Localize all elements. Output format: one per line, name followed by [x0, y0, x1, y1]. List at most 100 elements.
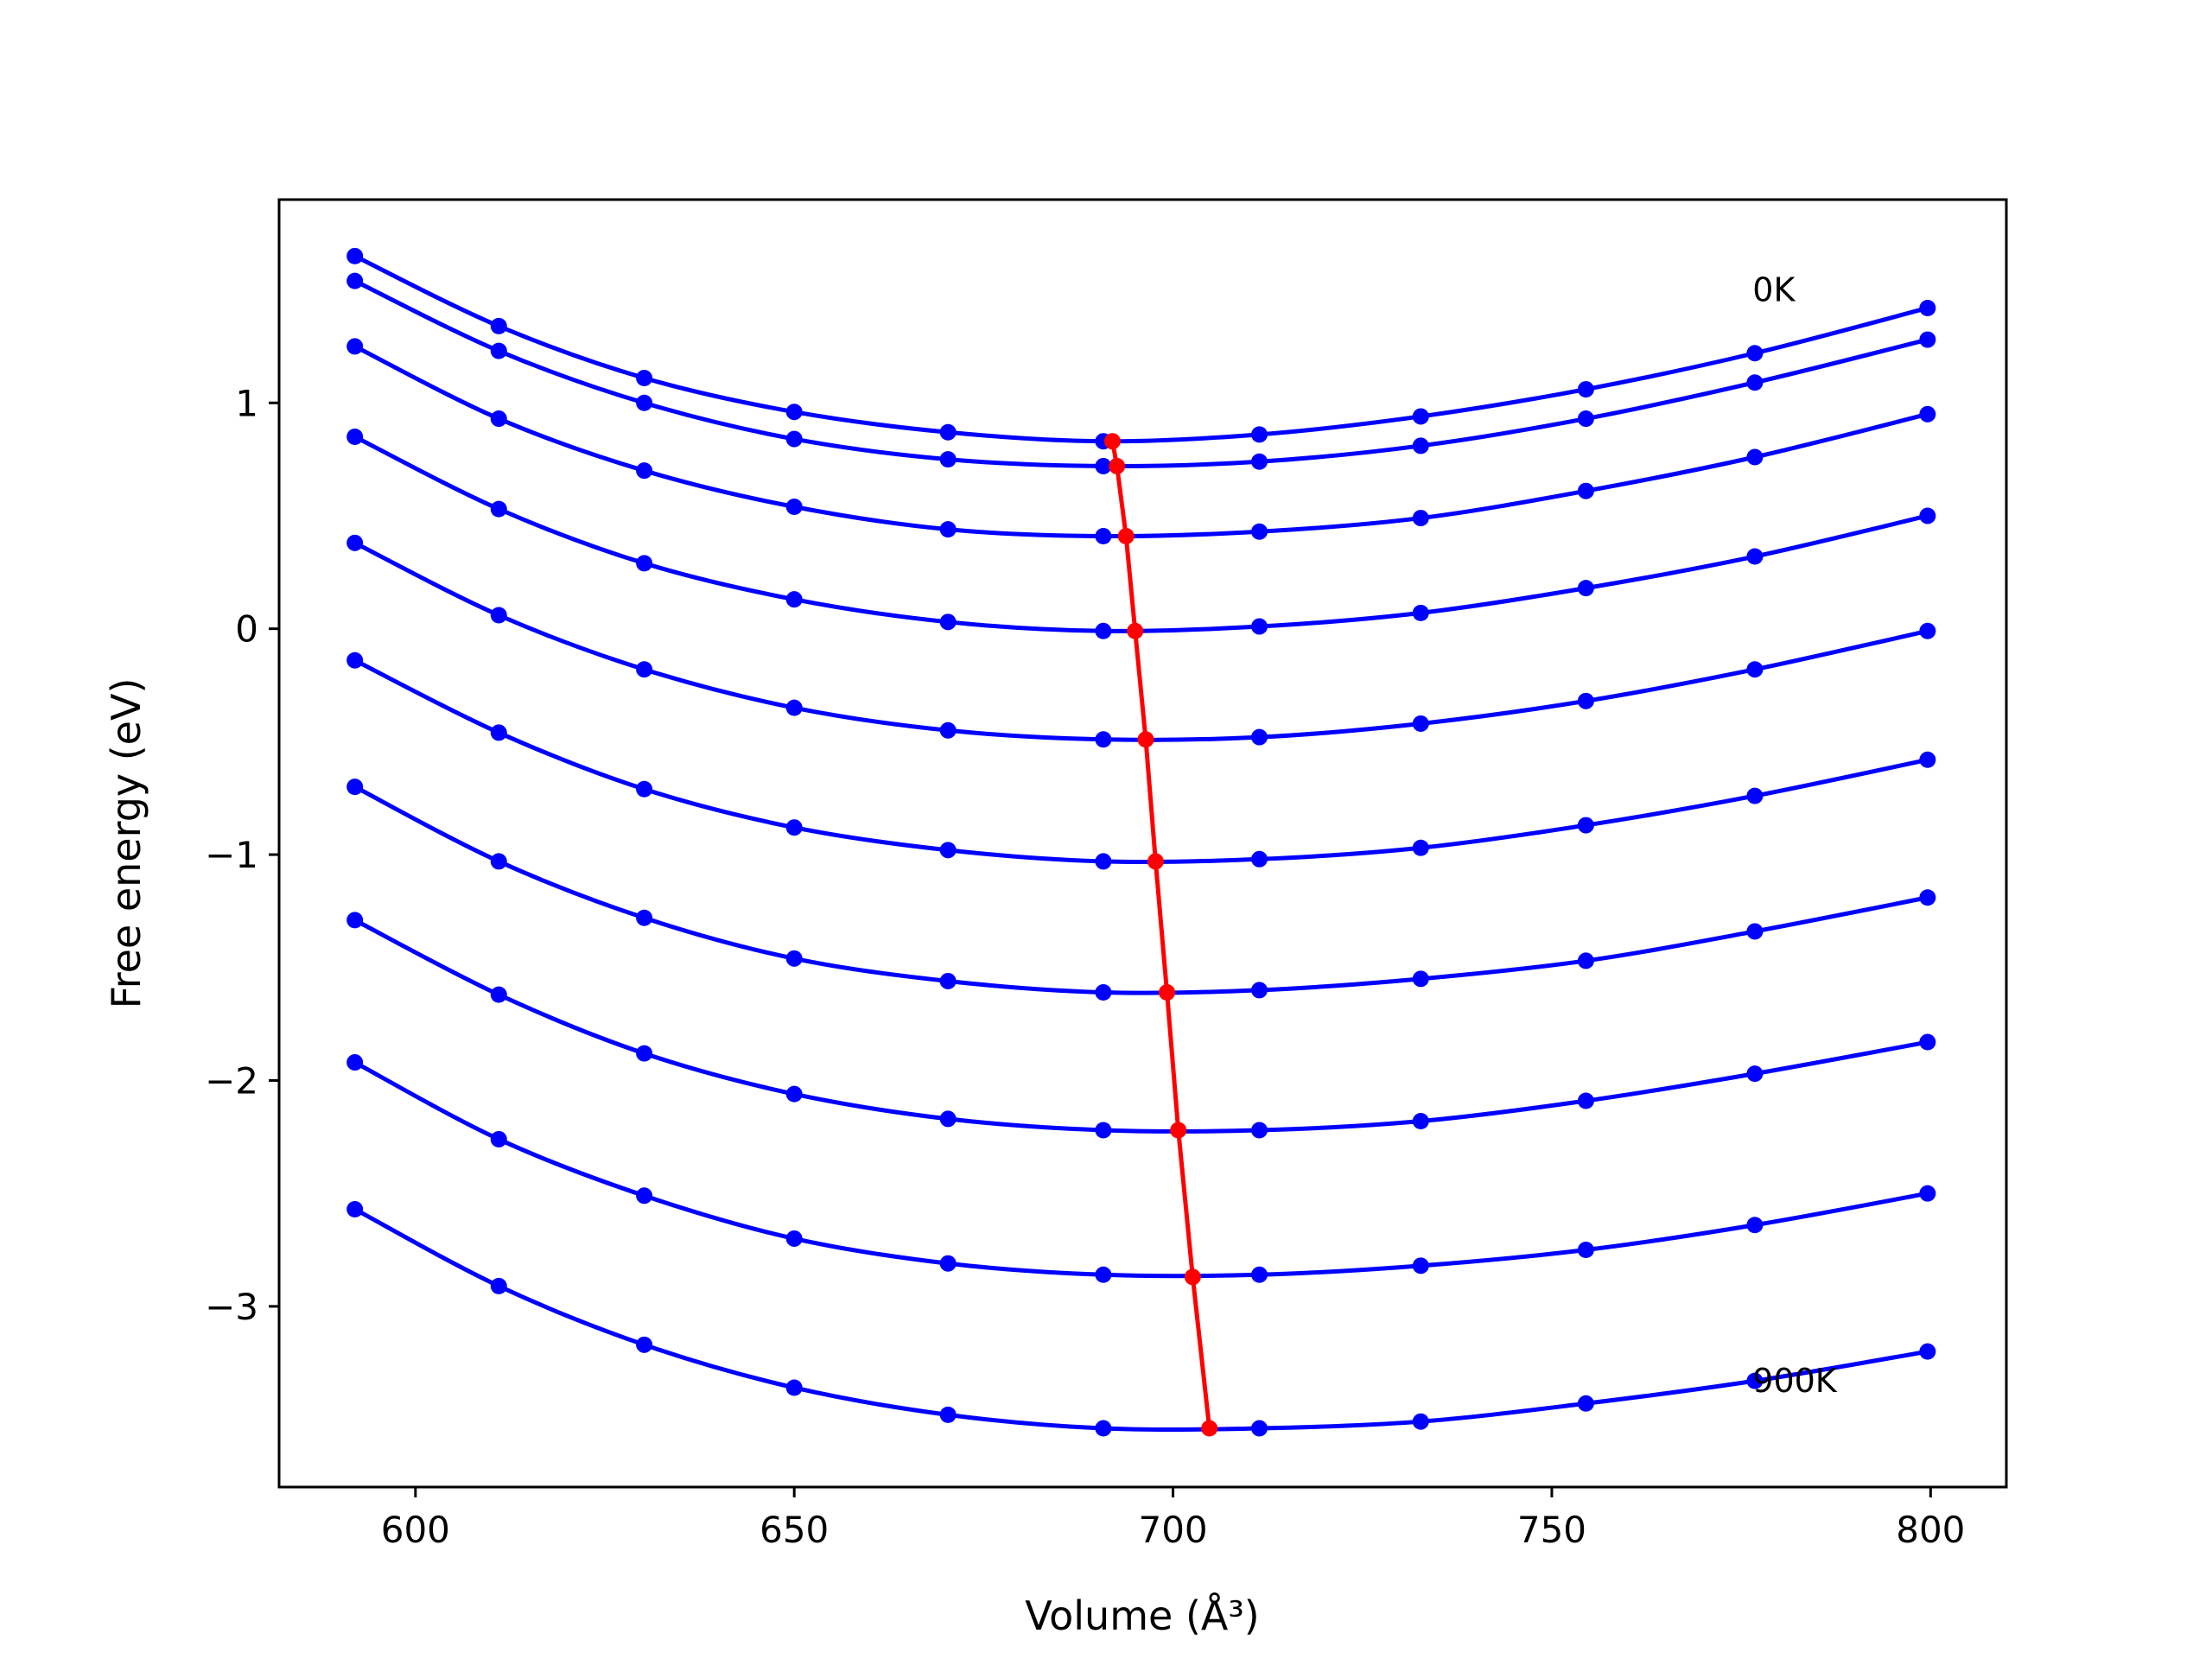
- minimum-point-4: [1137, 731, 1154, 748]
- data-point-300K-0: [346, 428, 364, 445]
- data-point-700K-1: [490, 986, 507, 1003]
- data-point-600K-2: [636, 909, 653, 926]
- x-tick-label-700: 700: [1138, 1509, 1207, 1551]
- data-point-500K-7: [1412, 839, 1429, 856]
- data-point-500K-10: [1919, 751, 1936, 768]
- data-point-100K-2: [636, 394, 653, 411]
- data-point-0K-6: [1251, 426, 1268, 443]
- data-point-600K-7: [1412, 970, 1429, 988]
- data-point-100K-9: [1746, 374, 1764, 391]
- data-point-700K-6: [1251, 1122, 1268, 1139]
- data-point-100K-8: [1577, 410, 1594, 428]
- data-point-900K-8: [1577, 1395, 1594, 1412]
- data-point-0K-10: [1919, 299, 1936, 316]
- data-point-200K-8: [1577, 482, 1594, 499]
- data-point-200K-4: [939, 521, 957, 538]
- data-point-800K-3: [785, 1230, 803, 1247]
- data-point-700K-0: [346, 912, 364, 929]
- data-point-600K-5: [1095, 984, 1112, 1001]
- data-point-400K-9: [1746, 661, 1764, 678]
- plot-frame: [277, 198, 2008, 1489]
- minimum-point-7: [1170, 1122, 1187, 1139]
- data-point-600K-0: [346, 779, 364, 796]
- minimum-line: [1109, 441, 1212, 1429]
- series-600K: [346, 779, 1936, 1001]
- data-point-900K-6: [1251, 1420, 1268, 1437]
- data-point-500K-6: [1251, 850, 1268, 868]
- data-point-100K-6: [1251, 453, 1268, 470]
- data-point-100K-1: [490, 342, 507, 359]
- data-point-200K-0: [346, 338, 364, 355]
- annotations: 0K 900K: [1752, 271, 1838, 1401]
- data-point-700K-2: [636, 1045, 653, 1062]
- data-point-0K-3: [785, 404, 803, 421]
- data-point-400K-6: [1251, 728, 1268, 746]
- data-point-800K-6: [1251, 1266, 1268, 1283]
- data-point-800K-4: [939, 1255, 957, 1272]
- minimum-point-9: [1201, 1420, 1218, 1437]
- data-point-500K-0: [346, 652, 364, 669]
- series-200K: [346, 338, 1936, 544]
- data-point-200K-9: [1746, 448, 1764, 466]
- data-point-400K-0: [346, 534, 364, 551]
- data-point-900K-7: [1412, 1413, 1429, 1430]
- data-point-0K-9: [1746, 345, 1764, 362]
- data-point-400K-10: [1919, 622, 1936, 639]
- data-point-100K-4: [939, 451, 957, 468]
- data-point-700K-4: [939, 1110, 957, 1128]
- data-point-100K-10: [1919, 331, 1936, 348]
- x-tick-label-750: 750: [1517, 1509, 1586, 1551]
- data-point-300K-5: [1095, 622, 1112, 639]
- data-point-200K-5: [1095, 527, 1112, 544]
- data-point-800K-9: [1746, 1217, 1764, 1234]
- series-700K: [346, 912, 1936, 1139]
- series-800K: [346, 1054, 1936, 1283]
- data-point-800K-0: [346, 1054, 364, 1071]
- annotation-0K: 0K: [1752, 271, 1796, 309]
- series-layer: [346, 247, 1936, 1437]
- data-point-600K-4: [939, 972, 957, 989]
- data-point-500K-2: [636, 780, 653, 798]
- data-point-800K-1: [490, 1130, 507, 1147]
- data-point-100K-7: [1412, 437, 1429, 454]
- data-point-400K-4: [939, 721, 957, 739]
- data-point-600K-9: [1746, 923, 1764, 940]
- data-point-900K-1: [490, 1277, 507, 1294]
- data-point-0K-7: [1412, 408, 1429, 425]
- data-point-300K-3: [785, 591, 803, 608]
- data-point-700K-3: [785, 1085, 803, 1103]
- x-axis-ticks: 600 650 700 750 800: [381, 1487, 1965, 1551]
- data-point-500K-4: [939, 842, 957, 859]
- data-point-800K-5: [1095, 1266, 1112, 1283]
- annotation-900K: 900K: [1752, 1362, 1838, 1400]
- data-point-700K-7: [1412, 1113, 1429, 1130]
- minimum-point-2: [1117, 527, 1135, 544]
- data-point-800K-10: [1919, 1185, 1936, 1202]
- data-point-500K-9: [1746, 787, 1764, 804]
- data-point-100K-0: [346, 272, 364, 289]
- data-point-600K-8: [1577, 952, 1594, 969]
- data-point-400K-5: [1095, 731, 1112, 748]
- data-point-900K-3: [785, 1379, 803, 1396]
- y-tick-label--1: −1: [205, 834, 258, 876]
- data-point-700K-5: [1095, 1122, 1112, 1139]
- data-point-900K-0: [346, 1200, 364, 1217]
- x-tick-label-600: 600: [381, 1509, 450, 1551]
- data-point-800K-7: [1412, 1257, 1429, 1274]
- data-point-700K-9: [1746, 1065, 1764, 1083]
- data-point-400K-8: [1577, 692, 1594, 709]
- data-point-500K-5: [1095, 853, 1112, 870]
- series-300K: [346, 428, 1936, 639]
- y-tick-label-1: 1: [235, 382, 258, 424]
- data-point-300K-10: [1919, 507, 1936, 524]
- data-point-300K-1: [490, 500, 507, 518]
- data-point-200K-6: [1251, 523, 1268, 540]
- data-point-300K-7: [1412, 604, 1429, 621]
- data-point-300K-8: [1577, 580, 1594, 597]
- data-point-0K-4: [939, 423, 957, 441]
- series-100K: [346, 272, 1936, 474]
- data-point-0K-0: [346, 247, 364, 264]
- data-point-500K-1: [490, 724, 507, 741]
